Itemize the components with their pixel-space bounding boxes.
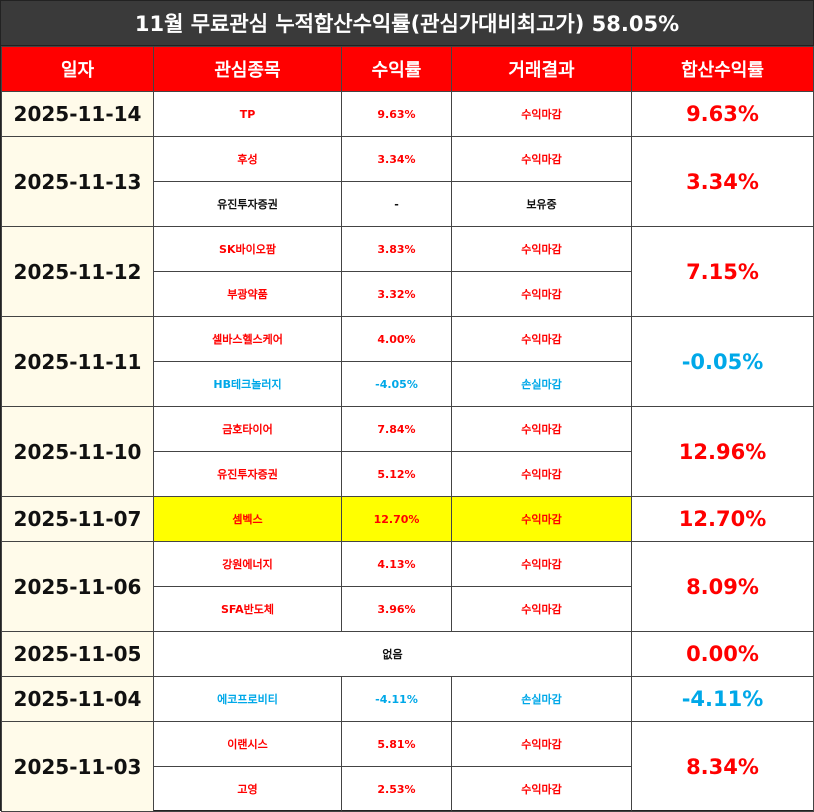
total-return-cell: -0.05%: [631, 316, 814, 407]
table-row: 2025-11-14 TP 9.63% 수익마감 9.63%: [1, 91, 814, 137]
stock-cell: TP: [153, 91, 342, 137]
table-row: 2025-11-07 셈벡스 12.70% 수익마감 12.70%: [1, 496, 814, 542]
return-cell: 2.53%: [341, 766, 452, 812]
return-cell: 3.96%: [341, 586, 452, 632]
table-row: 2025-11-04 에코프로비티 -4.11% 손실마감 -4.11%: [1, 676, 814, 722]
result-cell: 수익마감: [451, 406, 632, 452]
stock-cell: 유진투자증권: [153, 451, 342, 497]
result-cell: 수익마감: [451, 496, 632, 542]
total-return-cell: 9.63%: [631, 91, 814, 137]
result-cell: 수익마감: [451, 586, 632, 632]
return-cell: -: [341, 181, 452, 227]
result-cell: 수익마감: [451, 766, 632, 812]
result-cell: 수익마감: [451, 136, 632, 182]
page-title: 11월 무료관심 누적합산수익률(관심가대비최고가) 58.05%: [1, 1, 813, 46]
returns-table: 일자 관심종목 수익률 거래결과 합산수익률 2025-11-14 TP 9.63%…: [1, 46, 814, 812]
result-cell: 손실마감: [451, 361, 632, 407]
result-cell: 수익마감: [451, 721, 632, 767]
stock-cell: SK바이오팜: [153, 226, 342, 272]
return-cell: 4.00%: [341, 316, 452, 362]
date-cell: 2025-11-11: [1, 316, 154, 407]
total-return-cell: 7.15%: [631, 226, 814, 317]
stock-cell: 이랜시스: [153, 721, 342, 767]
date-cell: 2025-11-12: [1, 226, 154, 317]
return-cell: -4.11%: [341, 676, 452, 722]
result-cell: 손실마감: [451, 676, 632, 722]
table-row: 2025-11-13 후성 3.34% 수익마감 3.34%: [1, 136, 814, 227]
table-row: 유진투자증권 - 보유중: [2, 181, 814, 227]
table-row: 2025-11-03 이랜시스 5.81% 수익마감 8.34%: [1, 721, 814, 812]
date-cell: 2025-11-06: [1, 541, 154, 632]
stock-cell: HB테크놀러지: [153, 361, 342, 407]
header-date: 일자: [1, 46, 154, 92]
result-cell: 수익마감: [451, 451, 632, 497]
total-return-cell: 0.00%: [631, 631, 814, 677]
stock-cell: 셀바스헬스케어: [153, 316, 342, 362]
result-cell: 수익마감: [451, 91, 632, 137]
table-row: 유진투자증권 5.12% 수익마감: [2, 451, 814, 497]
date-cell: 2025-11-13: [1, 136, 154, 227]
return-cell: 9.63%: [341, 91, 452, 137]
return-cell: -4.05%: [341, 361, 452, 407]
stock-cell: 후성: [153, 136, 342, 182]
return-cell: 5.12%: [341, 451, 452, 497]
table-row: 2025-11-12 SK바이오팜 3.83% 수익마감 7.15%: [1, 226, 814, 317]
return-cell: 5.81%: [341, 721, 452, 767]
date-cell: 2025-11-04: [1, 676, 154, 722]
total-return-cell: 12.70%: [631, 496, 814, 542]
table-body: 2025-11-14 TP 9.63% 수익마감 9.63% 2025-11-13 후성 3.…: [1, 91, 814, 812]
total-return-cell: 8.34%: [631, 721, 814, 812]
total-return-cell: 12.96%: [631, 406, 814, 497]
total-return-cell: 8.09%: [631, 541, 814, 632]
stock-cell: SFA반도체: [153, 586, 342, 632]
header-row: 일자 관심종목 수익률 거래결과 합산수익률: [1, 46, 814, 92]
no-stock-cell: 없음: [153, 631, 632, 677]
table-row: HB테크놀러지 -4.05% 손실마감: [2, 361, 814, 407]
result-cell: 수익마감: [451, 541, 632, 587]
header-stock: 관심종목: [153, 46, 342, 92]
header-result: 거래결과: [451, 46, 632, 92]
result-cell: 수익마감: [451, 316, 632, 362]
result-cell: 보유중: [451, 181, 632, 227]
result-cell: 수익마감: [451, 226, 632, 272]
return-cell: 12.70%: [341, 496, 452, 542]
table-row: 2025-11-10 금호타이어 7.84% 수익마감 12.96%: [1, 406, 814, 497]
header-return: 수익률: [341, 46, 452, 92]
return-cell: 3.32%: [341, 271, 452, 317]
return-cell: 3.83%: [341, 226, 452, 272]
stock-cell: 고영: [153, 766, 342, 812]
stock-cell: 유진투자증권: [153, 181, 342, 227]
date-cell: 2025-11-05: [1, 631, 154, 677]
table-row: 2025-11-11 셀바스헬스케어 4.00% 수익마감 -0.05%: [1, 316, 814, 407]
stock-cell: 금호타이어: [153, 406, 342, 452]
date-cell: 2025-11-10: [1, 406, 154, 497]
table-row: 2025-11-06 강원에너지 4.13% 수익마감 8.09%: [1, 541, 814, 632]
header-total: 합산수익률: [631, 46, 814, 92]
stock-cell: 에코프로비티: [153, 676, 342, 722]
return-cell: 4.13%: [341, 541, 452, 587]
stock-cell: 부광약품: [153, 271, 342, 317]
date-cell: 2025-11-03: [1, 721, 154, 812]
table-row: 2025-11-05 없음 0.00%: [1, 631, 814, 677]
stock-cell: 강원에너지: [153, 541, 342, 587]
stock-cell: 셈벡스: [153, 496, 342, 542]
result-cell: 수익마감: [451, 271, 632, 317]
return-cell: 7.84%: [341, 406, 452, 452]
total-return-cell: -4.11%: [631, 676, 814, 722]
date-cell: 2025-11-07: [1, 496, 154, 542]
table-row: 고영 2.53% 수익마감: [2, 766, 814, 812]
date-cell: 2025-11-14: [1, 91, 154, 137]
return-cell: 3.34%: [341, 136, 452, 182]
total-return-cell: 3.34%: [631, 136, 814, 227]
